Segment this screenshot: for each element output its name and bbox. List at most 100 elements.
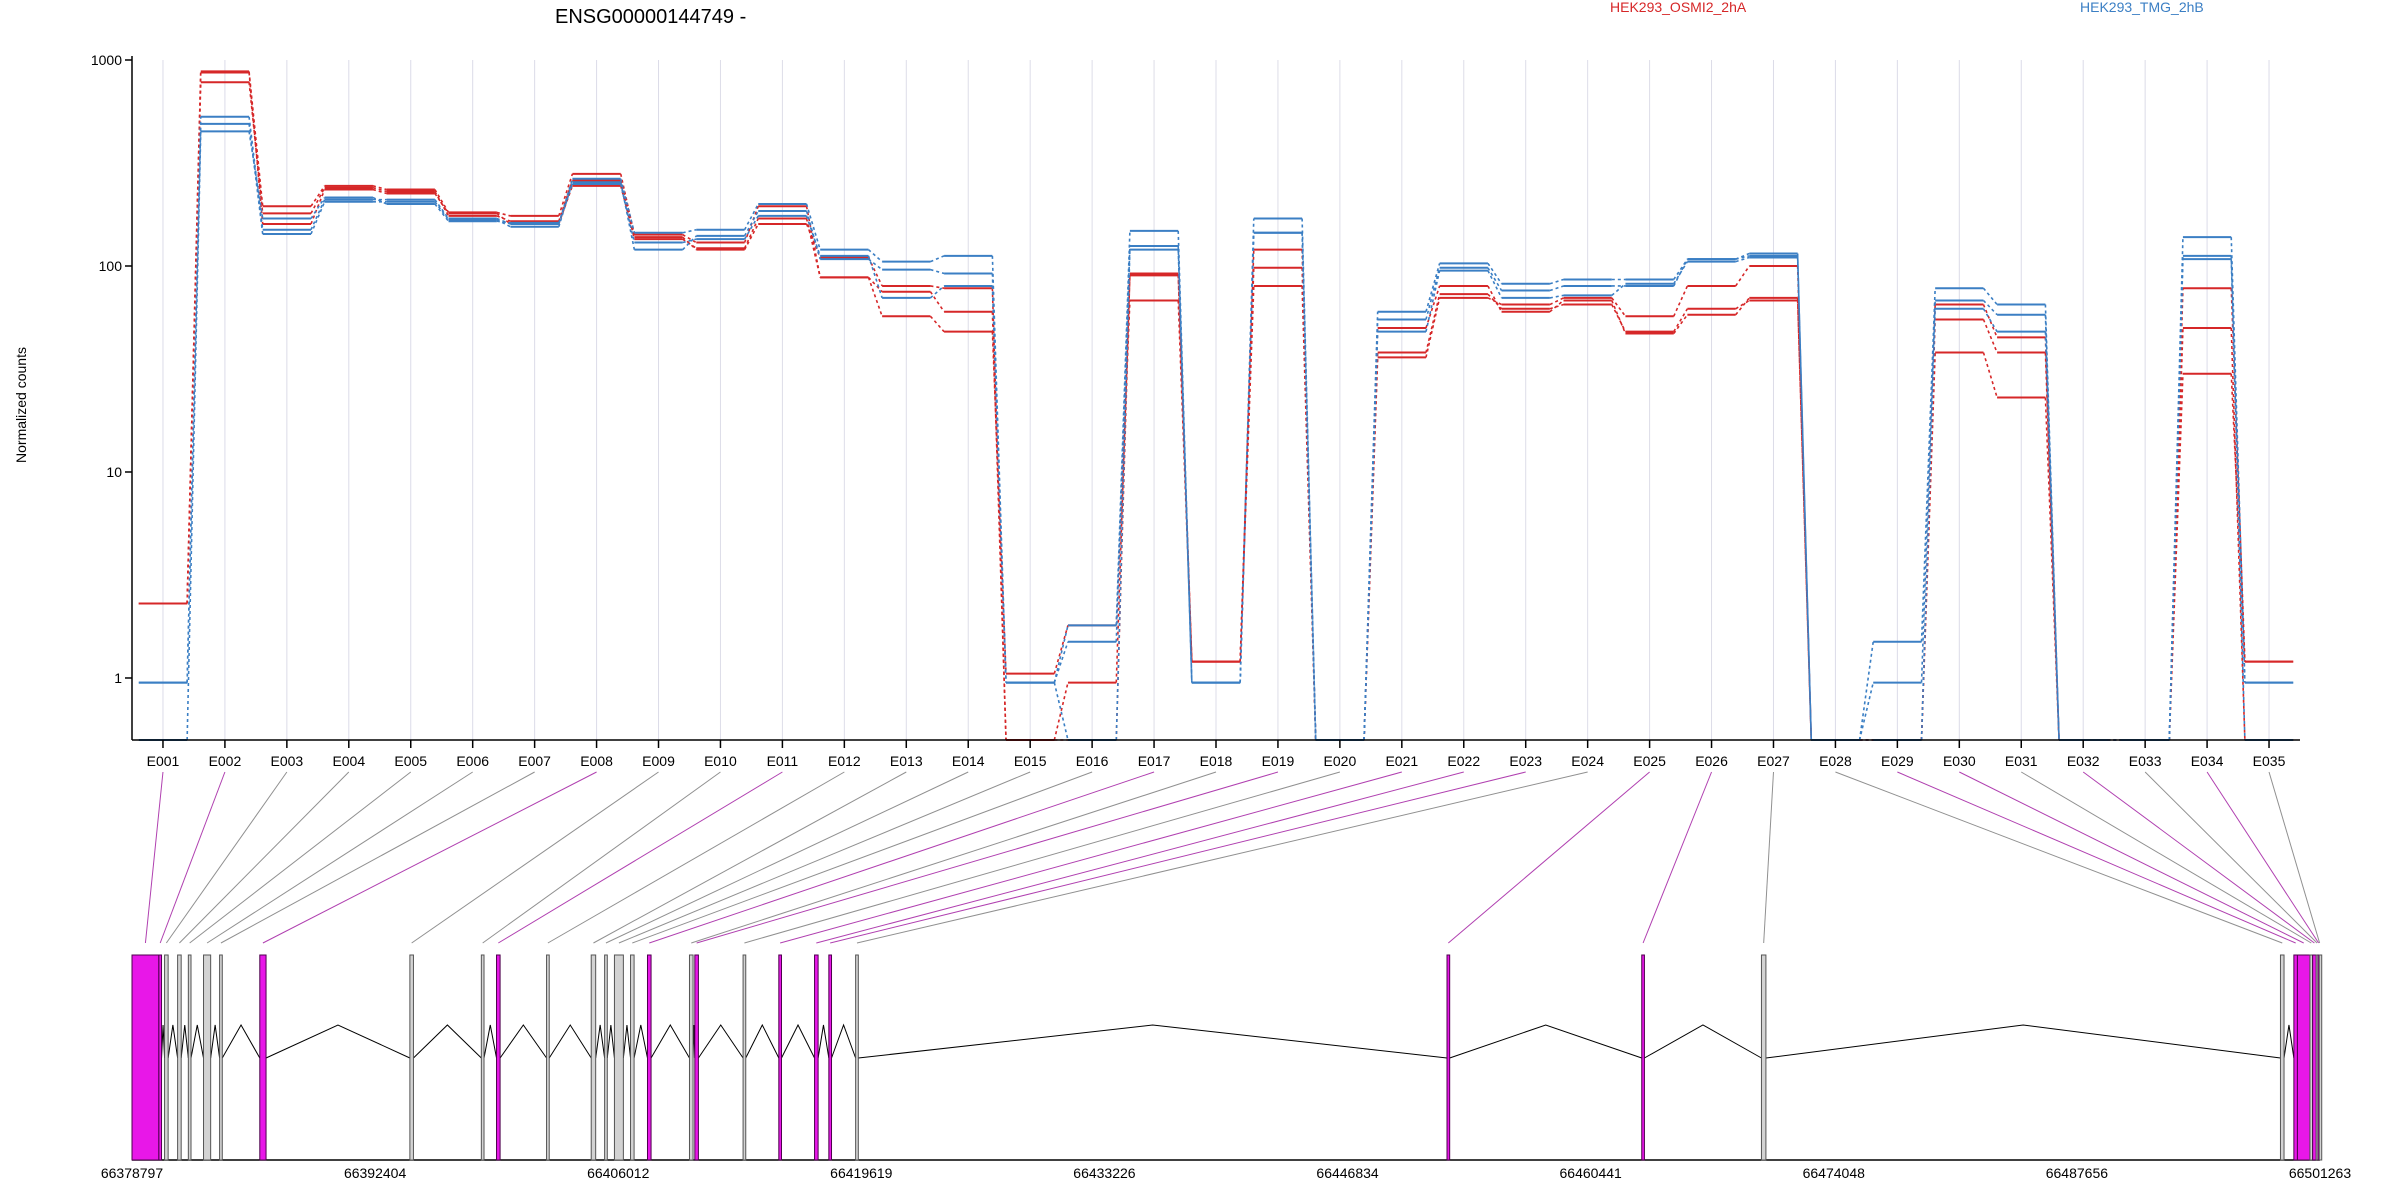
connector-e031 (2021, 771, 2312, 944)
series-connector (1177, 246, 1193, 683)
intron-line (161, 1024, 166, 1059)
x-tick-label: E020 (1324, 753, 1357, 769)
intron-line (831, 1023, 857, 1059)
x-tick-label: E030 (1943, 753, 1976, 769)
series-connector (1425, 267, 1441, 320)
series-connector (1487, 285, 1503, 313)
series-connector (1611, 283, 1626, 296)
coordinate-tick-label: 66392404 (344, 1165, 407, 1181)
connector-e023 (830, 771, 1526, 944)
series-connector (805, 215, 821, 257)
series-connector (248, 123, 264, 235)
exon-e025 (1446, 954, 1451, 1161)
series-connector (1425, 270, 1441, 332)
series-connector (1982, 308, 1998, 333)
intron-line (606, 1024, 615, 1059)
series-connector (1425, 263, 1441, 312)
connector-e030 (1959, 771, 2304, 944)
x-tick-label: E015 (1014, 753, 1047, 769)
intron-line (413, 1024, 482, 1059)
coordinate-tick-label: 66487656 (2046, 1165, 2109, 1181)
series-connector (867, 257, 883, 287)
exon-e021 (778, 954, 782, 1161)
intron-line (548, 1024, 592, 1059)
series-connector (1487, 297, 1502, 306)
series-connector (1053, 682, 1069, 741)
series-connector (930, 255, 945, 263)
connector-e016 (632, 771, 1093, 944)
exon-e035 (2318, 954, 2323, 1161)
series-connector (743, 203, 759, 231)
series-connector (930, 268, 945, 275)
exon-e018 (688, 954, 694, 1161)
exon-e032 (2312, 954, 2317, 1161)
x-tick-label: E019 (1262, 753, 1295, 769)
x-tick-label: E005 (394, 753, 427, 769)
x-tick-label: E010 (704, 753, 737, 769)
intron-line (1765, 1024, 2281, 1059)
series-connector (372, 185, 387, 191)
exon-e017 (646, 954, 652, 1161)
series-connector (310, 187, 326, 214)
series-connector (1301, 232, 1317, 741)
series-connector (805, 218, 821, 278)
series-connector (1115, 249, 1131, 741)
series-connector (434, 199, 450, 219)
connector-e008 (262, 771, 597, 944)
series-connector (1920, 288, 1936, 642)
series-connector (1425, 285, 1441, 329)
exon-e029 (2293, 954, 2298, 1161)
connector-e021 (780, 771, 1402, 944)
intron-line (167, 1024, 179, 1059)
connector-e013 (593, 771, 907, 944)
series-connector (1735, 252, 1750, 260)
connector-e035 (2268, 771, 2321, 944)
exon-e007 (219, 954, 223, 1161)
series-connector (1673, 258, 1689, 287)
series-connector (991, 285, 1007, 683)
exon-e022 (814, 954, 819, 1161)
series-connector (743, 215, 759, 240)
series-connector (310, 197, 326, 219)
series-connector (1735, 299, 1750, 310)
series-connector (372, 188, 387, 195)
connector-e006 (206, 771, 473, 944)
series-connector (1115, 275, 1131, 683)
exon-e023 (828, 954, 833, 1161)
series-connector (1487, 270, 1503, 299)
y-tick-label: 1000 (91, 52, 122, 68)
coordinate-tick-label: 66378797 (101, 1165, 164, 1181)
connector-e003 (165, 771, 288, 944)
exon-e024 (855, 954, 859, 1161)
intron-line (210, 1024, 221, 1059)
connector-e032 (2082, 771, 2315, 944)
series-connector (1735, 256, 1750, 263)
exon-e012 (546, 954, 550, 1161)
series-connector (930, 285, 945, 290)
series-connector (558, 173, 574, 217)
x-tick-label: E021 (1385, 753, 1418, 769)
series-connector (2044, 331, 2060, 741)
x-tick-label: E032 (2067, 753, 2100, 769)
series-connector (682, 238, 697, 244)
x-tick-label: E009 (642, 753, 675, 769)
x-tick-label: E025 (1633, 753, 1666, 769)
coordinate-tick-label: 66474048 (1803, 1165, 1866, 1181)
x-tick-label: E011 (767, 753, 799, 769)
intron-line (180, 1024, 189, 1059)
series-connector (1920, 300, 1936, 683)
series-connector (2230, 259, 2246, 741)
coordinate-tick-label: 66501263 (2289, 1165, 2352, 1181)
exon-e001 (131, 954, 160, 1161)
intron-line (2283, 1024, 2295, 1059)
series-connector (1735, 297, 1750, 316)
connector-e019 (696, 771, 1279, 944)
exon-e002 (158, 954, 163, 1161)
intron-line (221, 1023, 261, 1059)
exon-e030 (2296, 954, 2311, 1161)
x-tick-label: E029 (1881, 753, 1914, 769)
intron-line (265, 1024, 411, 1059)
connector-e018 (691, 771, 1217, 944)
exon-e011 (496, 954, 501, 1161)
